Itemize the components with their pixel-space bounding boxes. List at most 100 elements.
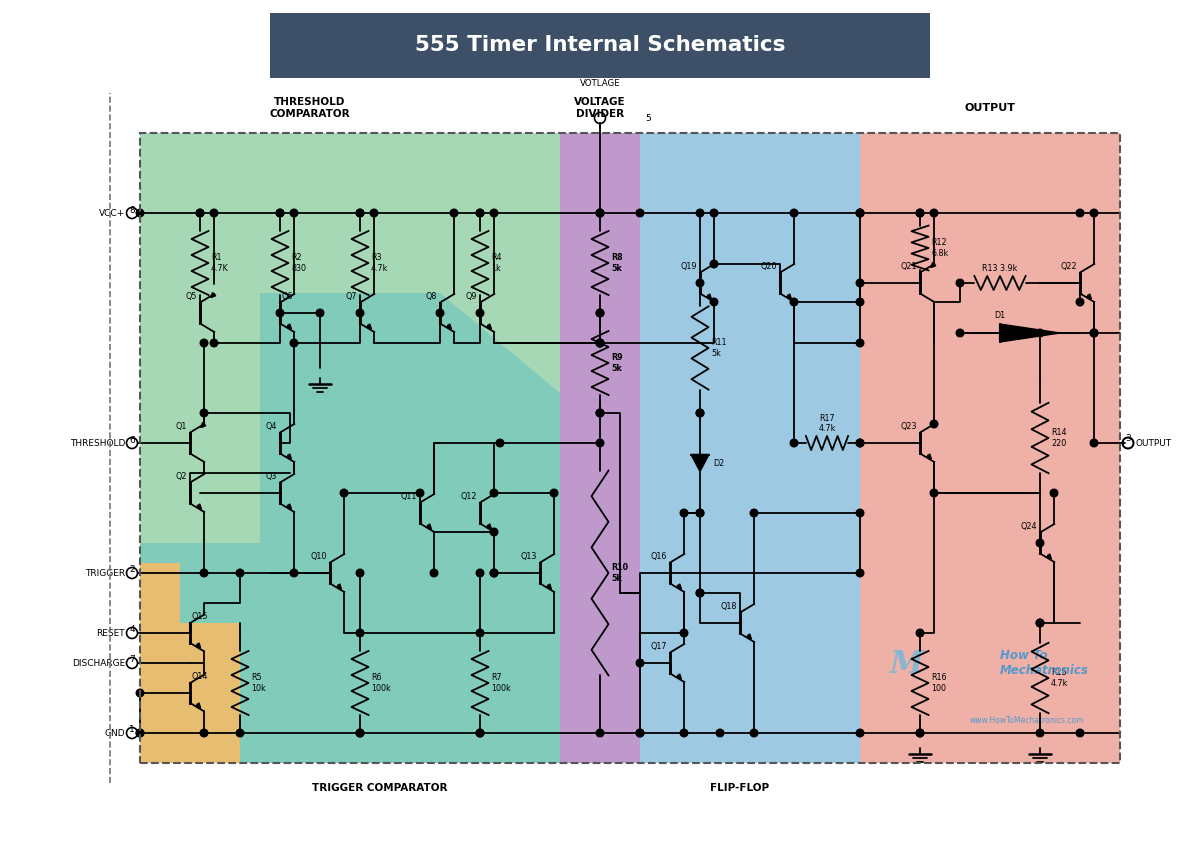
Circle shape [491,569,498,577]
Text: Q13: Q13 [521,551,538,561]
Circle shape [290,339,298,346]
Circle shape [491,529,498,536]
Circle shape [930,420,938,427]
Circle shape [356,729,364,737]
Circle shape [791,439,798,447]
Circle shape [917,209,924,217]
Circle shape [276,209,284,217]
Circle shape [476,569,484,577]
Circle shape [1076,209,1084,217]
Circle shape [917,729,924,737]
Text: Q20: Q20 [761,261,778,271]
Text: GND: GND [104,728,125,738]
Circle shape [1076,298,1084,306]
Circle shape [236,729,244,737]
Circle shape [696,589,704,597]
Circle shape [476,309,484,317]
Text: R17
4.7k: R17 4.7k [818,414,835,433]
Circle shape [750,509,758,517]
Circle shape [696,409,704,416]
Text: R3
4.7k: R3 4.7k [371,253,389,272]
Text: THRESHOLD: THRESHOLD [70,438,125,448]
Circle shape [857,729,864,737]
Polygon shape [140,133,560,763]
Polygon shape [860,133,1120,763]
Text: R7
100k: R7 100k [491,674,511,693]
Circle shape [716,729,724,737]
Circle shape [956,279,964,287]
Circle shape [491,569,498,577]
Text: TRIGGER COMPARATOR: TRIGGER COMPARATOR [312,783,448,793]
Circle shape [276,309,284,317]
Circle shape [1037,620,1044,627]
Circle shape [137,690,144,697]
Circle shape [596,339,604,346]
Text: R16
100: R16 100 [931,674,947,693]
Text: Q10: Q10 [311,551,326,561]
Text: R6
100k: R6 100k [371,674,391,693]
Text: Q15: Q15 [192,612,209,621]
Text: VOLTAGE
DIVIDER: VOLTAGE DIVIDER [574,97,626,119]
Circle shape [491,489,498,497]
Circle shape [290,209,298,217]
Circle shape [710,260,718,268]
Circle shape [636,209,643,217]
Circle shape [1091,209,1098,217]
Circle shape [290,569,298,577]
Circle shape [696,409,704,416]
Text: DISCHARGE: DISCHARGE [72,658,125,668]
Circle shape [956,330,964,337]
Circle shape [596,409,604,416]
Text: R9
5k: R9 5k [611,353,623,373]
Circle shape [857,339,864,346]
Circle shape [696,589,704,597]
Circle shape [197,209,204,217]
Text: Q3: Q3 [265,471,277,481]
Circle shape [356,209,364,217]
Text: R10
5k: R10 5k [611,563,628,583]
Circle shape [596,339,604,346]
Circle shape [1076,729,1084,737]
Text: R15
4.7k: R15 4.7k [1051,668,1068,688]
Text: FLIP-FLOP: FLIP-FLOP [710,783,769,793]
Polygon shape [640,133,860,763]
Circle shape [596,209,604,217]
FancyBboxPatch shape [270,13,930,78]
Circle shape [210,339,218,346]
Circle shape [1037,540,1044,547]
Circle shape [791,298,798,306]
Text: Q19: Q19 [680,261,697,271]
Text: Q16: Q16 [650,551,667,561]
Circle shape [210,209,218,217]
Circle shape [596,309,604,317]
Circle shape [696,209,704,217]
Circle shape [1050,489,1058,497]
Circle shape [857,569,864,577]
Circle shape [476,209,484,217]
Circle shape [917,629,924,636]
Text: R11
5k: R11 5k [710,338,726,357]
Circle shape [137,729,144,737]
Text: CONTROL
VOTLAGE: CONTROL VOTLAGE [580,68,622,88]
Circle shape [917,729,924,737]
Circle shape [356,729,364,737]
Text: R8
5k: R8 5k [611,253,623,272]
Circle shape [491,209,498,217]
Text: TRIGGER: TRIGGER [85,568,125,577]
Circle shape [476,629,484,636]
Text: Q23: Q23 [900,422,917,431]
Text: 6: 6 [130,436,134,444]
Text: Q8: Q8 [426,292,437,301]
Text: www.HowToMechatronics.com: www.HowToMechatronics.com [970,716,1085,725]
Circle shape [680,509,688,517]
Text: Q12: Q12 [461,491,478,501]
Circle shape [696,509,704,517]
Text: Q4: Q4 [265,422,277,431]
Circle shape [437,309,444,317]
Circle shape [1037,729,1044,737]
Circle shape [857,439,864,447]
Circle shape [857,209,864,217]
Circle shape [416,489,424,497]
Text: Q6: Q6 [282,292,293,301]
Circle shape [710,209,718,217]
